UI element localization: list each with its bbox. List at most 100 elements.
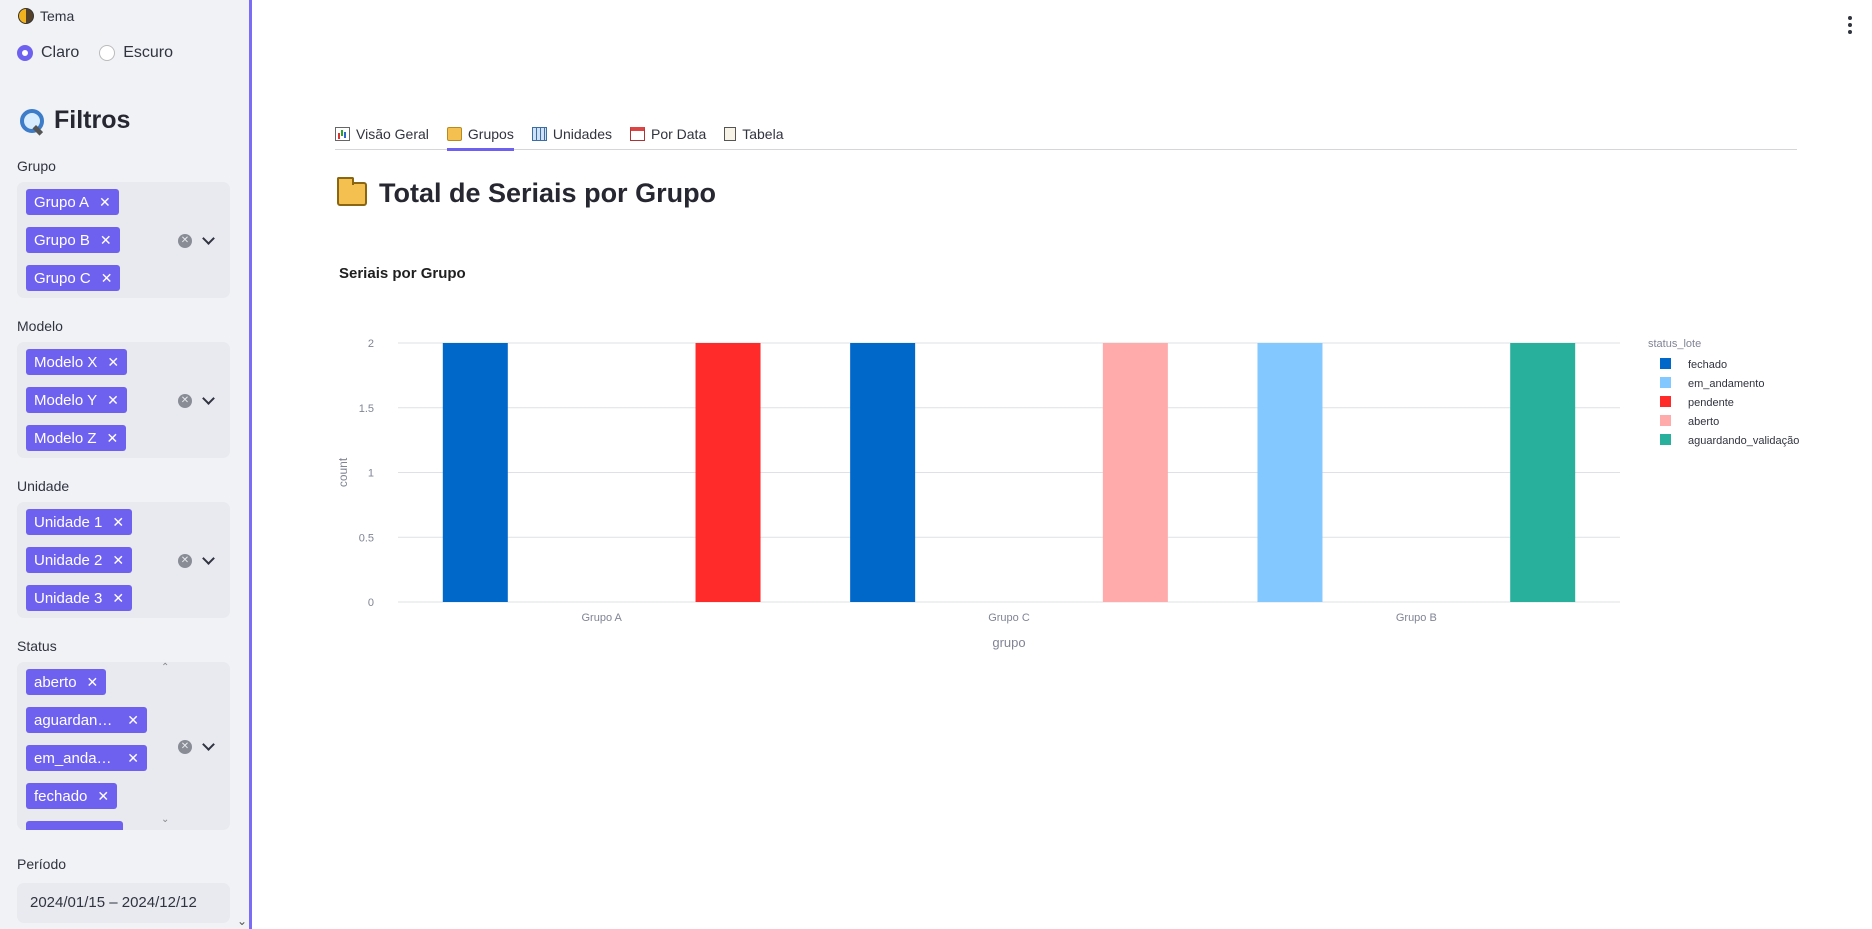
kebab-dot bbox=[1848, 23, 1852, 27]
chevron-down-icon[interactable] bbox=[202, 739, 216, 753]
clear-all-icon[interactable]: ✕ bbox=[178, 234, 192, 248]
chip-status-em-andamento[interactable]: em_anda… ✕ bbox=[26, 745, 147, 771]
magnifier-icon bbox=[18, 107, 46, 135]
chip-label: Modelo Z bbox=[34, 429, 97, 447]
remove-chip-icon[interactable]: ✕ bbox=[99, 231, 112, 248]
chip-label: Grupo B bbox=[34, 231, 90, 249]
grid-icon bbox=[531, 126, 547, 141]
remove-chip-icon[interactable]: ✕ bbox=[127, 749, 139, 766]
y-tick-label: 0.5 bbox=[359, 532, 374, 544]
radio-escuro-dot[interactable] bbox=[99, 45, 116, 61]
legend-swatch bbox=[1660, 434, 1671, 445]
remove-chip-icon[interactable]: ✕ bbox=[107, 353, 120, 370]
x-axis-label: grupo bbox=[992, 635, 1025, 650]
tab-por-data[interactable]: Por Data bbox=[629, 118, 707, 149]
tema-header: Tema bbox=[18, 8, 74, 24]
chip-label: Modelo Y bbox=[34, 391, 98, 409]
remove-chip-icon[interactable]: ✕ bbox=[99, 193, 111, 210]
unidade-multiselect[interactable]: Unidade 1 ✕ Unidade 2 ✕ Unidade 3 ✕ ✕ bbox=[17, 502, 230, 618]
remove-chip-icon[interactable]: ✕ bbox=[127, 711, 139, 728]
chip-label: aguardan… bbox=[34, 711, 113, 729]
chip-label: Unidade 1 bbox=[34, 513, 103, 531]
grupo-label: Grupo bbox=[17, 158, 56, 174]
main-menu-kebab-icon[interactable] bbox=[1848, 16, 1852, 34]
tab-visao-geral[interactable]: Visão Geral bbox=[335, 118, 429, 149]
radio-claro[interactable]: Claro bbox=[17, 44, 79, 62]
remove-chip-icon[interactable]: ✕ bbox=[112, 551, 125, 568]
tab-unidades[interactable]: Unidades bbox=[531, 118, 612, 149]
bar-fechado bbox=[442, 343, 508, 602]
remove-chip-icon[interactable]: ✕ bbox=[112, 589, 125, 606]
page-title: Total de Seriais por Grupo bbox=[337, 176, 716, 209]
tab-grupos[interactable]: Grupos bbox=[446, 118, 514, 151]
chip-modelo-z[interactable]: Modelo Z ✕ bbox=[26, 425, 127, 451]
legend-swatch bbox=[1660, 377, 1671, 388]
chip-label: aberto bbox=[34, 673, 77, 691]
chip-status-aguardando[interactable]: aguardan… ✕ bbox=[26, 707, 147, 733]
remove-chip-icon[interactable]: ✕ bbox=[100, 269, 113, 286]
chip-grupo-a[interactable]: Grupo A ✕ bbox=[26, 189, 119, 215]
radio-escuro[interactable]: Escuro bbox=[99, 44, 173, 62]
chevron-down-icon[interactable] bbox=[202, 393, 216, 407]
radio-claro-dot[interactable] bbox=[17, 45, 33, 61]
chip-grupo-c[interactable]: Grupo C ✕ bbox=[26, 265, 121, 291]
chip-label: em_anda… bbox=[34, 749, 112, 767]
filtros-title: Filtros bbox=[54, 106, 131, 134]
bar-aguardando-valida-o bbox=[1510, 343, 1576, 602]
chip-label: Unidade 3 bbox=[34, 589, 103, 607]
calendar-icon bbox=[629, 126, 645, 141]
remove-chip-icon[interactable]: ✕ bbox=[97, 787, 110, 804]
chip-modelo-y[interactable]: Modelo Y ✕ bbox=[26, 387, 127, 413]
remove-chip-icon[interactable]: ✕ bbox=[86, 673, 99, 690]
tab-bar: Visão Geral Grupos Unidades Por Data Tab… bbox=[335, 118, 1797, 151]
y-tick-label: 0 bbox=[368, 597, 374, 609]
chip-status-fechado[interactable]: fechado ✕ bbox=[26, 783, 118, 809]
chevron-down-icon[interactable] bbox=[202, 233, 216, 247]
remove-chip-icon[interactable]: ✕ bbox=[107, 391, 119, 408]
tab-label: Tabela bbox=[742, 125, 784, 142]
legend-item: fechado bbox=[1688, 359, 1727, 371]
chip-unidade-2[interactable]: Unidade 2 ✕ bbox=[26, 547, 133, 573]
bar-chart-icon bbox=[335, 126, 350, 141]
remove-chip-icon[interactable]: ✕ bbox=[112, 513, 125, 530]
y-tick-label: 1 bbox=[368, 468, 374, 480]
x-tick-label: Grupo C bbox=[988, 612, 1030, 624]
tema-label: Tema bbox=[40, 8, 75, 24]
open-folder-icon bbox=[337, 176, 367, 206]
status-multiselect[interactable]: ⌃ aberto ✕ aguardan… ✕ em_anda… ✕ fechado ✕ … bbox=[17, 662, 230, 830]
clear-all-icon[interactable]: ✕ bbox=[178, 554, 192, 568]
chevron-down-icon[interactable] bbox=[202, 553, 216, 567]
modelo-multiselect[interactable]: Modelo X ✕ Modelo Y ✕ Modelo Z ✕ ✕ bbox=[17, 342, 230, 458]
radio-claro-label: Claro bbox=[41, 44, 80, 61]
clear-all-icon[interactable]: ✕ bbox=[178, 394, 192, 408]
chip-grupo-b[interactable]: Grupo B ✕ bbox=[26, 227, 120, 253]
y-tick-label: 2 bbox=[368, 338, 374, 350]
folder-icon bbox=[446, 126, 462, 141]
chip-status-aberto[interactable]: aberto ✕ bbox=[26, 669, 107, 695]
clear-all-icon[interactable]: ✕ bbox=[178, 740, 192, 754]
chip-status-partial[interactable] bbox=[26, 821, 123, 830]
bar-chart: 0 0.5 1 1.5 2 count Grupo A Grupo C Grupo B grupo… bbox=[336, 338, 1799, 650]
tab-tabela[interactable]: Tabela bbox=[724, 118, 784, 149]
tab-label: Unidades bbox=[552, 125, 612, 142]
x-tick-label: Grupo B bbox=[1396, 612, 1437, 624]
scroll-up-icon[interactable]: ⌃ bbox=[161, 662, 170, 673]
scroll-down-icon[interactable]: ⌄ bbox=[161, 814, 170, 825]
filtros-heading: Filtros bbox=[18, 106, 130, 135]
grupo-multiselect[interactable]: Grupo A ✕ Grupo B ✕ Grupo C ✕ ✕ bbox=[17, 182, 230, 298]
chip-unidade-3[interactable]: Unidade 3 ✕ bbox=[26, 585, 133, 611]
tab-label: Visão Geral bbox=[356, 125, 429, 142]
tab-label: Por Data bbox=[650, 125, 707, 142]
sidebar-scroll-up-icon[interactable]: ⌃ bbox=[234, 0, 245, 8]
sidebar-scroll-down-icon[interactable]: ⌄ bbox=[236, 914, 247, 928]
periodo-label: Período bbox=[17, 856, 67, 872]
kebab-dot bbox=[1848, 16, 1852, 20]
radio-escuro-label: Escuro bbox=[123, 44, 174, 61]
date-range-input[interactable]: 2024/01/15 – 2024/12/12 bbox=[17, 883, 230, 923]
chip-modelo-x[interactable]: Modelo X ✕ bbox=[26, 349, 128, 375]
remove-chip-icon[interactable]: ✕ bbox=[106, 429, 119, 446]
legend-item: em_andamento bbox=[1688, 378, 1764, 390]
kebab-dot bbox=[1848, 30, 1852, 34]
chip-unidade-1[interactable]: Unidade 1 ✕ bbox=[26, 509, 133, 535]
legend-item: aberto bbox=[1688, 416, 1719, 428]
